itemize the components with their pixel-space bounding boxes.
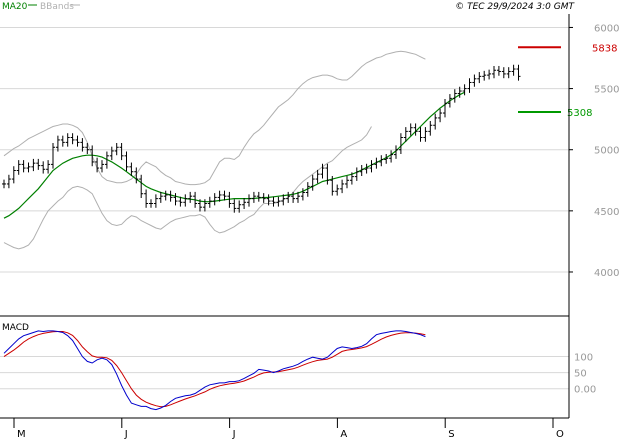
price-levels: 5838 5308 bbox=[518, 43, 617, 119]
legend-ma20: MA20 bbox=[2, 2, 28, 12]
macd-gridlines bbox=[0, 356, 569, 390]
x-tick-label: O bbox=[556, 429, 564, 440]
bb-lower-line bbox=[3, 126, 372, 250]
macd-y-axis: 100 50 0.00 bbox=[574, 353, 596, 396]
level-label-resistance: 5838 bbox=[592, 43, 617, 54]
copyright-text: © TEC 29/9/2024 3:0 GMT bbox=[455, 2, 575, 12]
bollinger-bands bbox=[3, 50, 426, 250]
x-tick-label: J bbox=[124, 429, 128, 440]
price-gridlines bbox=[0, 26, 569, 273]
bb-upper-line bbox=[3, 50, 426, 186]
level-label-support: 5308 bbox=[567, 108, 592, 119]
price-panel: 5838 5308 6000 5500 5000 4500 4000 bbox=[0, 14, 619, 317]
ma20-polyline bbox=[3, 91, 465, 219]
macd-y-tick-label: 0.00 bbox=[574, 385, 596, 396]
price-bars bbox=[2, 64, 521, 213]
x-tick-label: M bbox=[17, 429, 26, 440]
macd-y-tick-label: 100 bbox=[574, 353, 593, 364]
macd-signal-line bbox=[3, 331, 426, 408]
macd-label: MACD bbox=[2, 323, 29, 333]
x-tick-label: A bbox=[340, 429, 347, 440]
macd-lines bbox=[3, 330, 426, 411]
macd-line bbox=[3, 330, 426, 411]
price-y-tick-label: 4000 bbox=[594, 268, 619, 279]
legend-bbands: BBands bbox=[40, 2, 74, 12]
price-y-tick-label: 6000 bbox=[594, 23, 619, 34]
price-y-tick-label: 4500 bbox=[594, 207, 619, 218]
macd-y-tick-label: 50 bbox=[574, 369, 587, 380]
x-tick-label: S bbox=[448, 429, 454, 440]
price-y-axis: 6000 5500 5000 4500 4000 bbox=[569, 23, 619, 279]
macd-panel: MACD 100 50 0.00 bbox=[0, 316, 596, 419]
price-y-tick-label: 5000 bbox=[594, 146, 619, 157]
x-tick-label: J bbox=[232, 429, 236, 440]
ma20-line bbox=[3, 91, 465, 219]
price-y-tick-label: 5500 bbox=[594, 85, 619, 96]
